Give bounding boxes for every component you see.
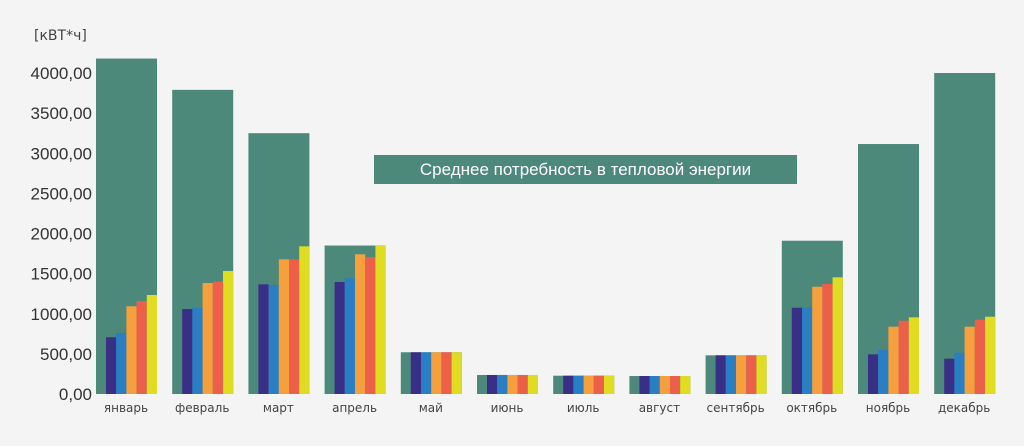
bar-series-4 bbox=[974, 319, 985, 394]
bar-series-3 bbox=[507, 374, 518, 394]
y-tick-label: 3500,00 bbox=[31, 104, 92, 123]
bar-series-4 bbox=[365, 257, 376, 394]
bar-series-4 bbox=[517, 374, 528, 394]
bar-series-3 bbox=[431, 352, 442, 394]
bar-series-1 bbox=[106, 337, 117, 394]
bar-series-1 bbox=[563, 375, 574, 394]
bar-series-2 bbox=[344, 278, 355, 394]
bar-series-5 bbox=[908, 317, 919, 394]
bar-series-3 bbox=[812, 286, 823, 394]
y-tick-label: 500,00 bbox=[40, 345, 92, 364]
chart-title: Среднее потребность в тепловой энергии bbox=[374, 155, 797, 184]
y-tick-label: 2500,00 bbox=[31, 184, 92, 203]
bar-series-2 bbox=[268, 285, 279, 394]
bar-series-5 bbox=[223, 270, 234, 394]
bar-series-1 bbox=[791, 307, 802, 394]
bar-series-2 bbox=[497, 374, 508, 394]
bar-series-1 bbox=[487, 374, 498, 394]
x-tick-label: сентябрь bbox=[707, 401, 765, 415]
bar-series-3 bbox=[355, 254, 366, 394]
bar-series-3 bbox=[736, 355, 747, 394]
y-tick-label: 1500,00 bbox=[31, 265, 92, 284]
x-tick-label: ноябрь bbox=[866, 401, 911, 415]
x-tick-label: февраль bbox=[175, 401, 229, 415]
bar-series-5 bbox=[985, 316, 996, 394]
bar-series-4 bbox=[593, 375, 604, 394]
bar-series-5 bbox=[146, 294, 157, 394]
bar-series-3 bbox=[278, 259, 289, 394]
bar-series-2 bbox=[649, 376, 660, 394]
bar-series-4 bbox=[289, 259, 300, 394]
bar-series-2 bbox=[573, 375, 584, 394]
y-tick-label: 4000,00 bbox=[31, 64, 92, 83]
bar-series-1 bbox=[715, 355, 726, 394]
bar-series-4 bbox=[670, 376, 681, 394]
bar-series-5 bbox=[451, 352, 462, 394]
bar-series-1 bbox=[868, 354, 879, 394]
x-tick-label: июль bbox=[567, 401, 600, 415]
x-tick-label: август bbox=[639, 401, 680, 415]
bar-series-4 bbox=[822, 283, 833, 394]
bar-series-2 bbox=[421, 352, 432, 394]
bar-series-5 bbox=[680, 376, 691, 394]
bar-series-4 bbox=[746, 355, 757, 394]
bar-series-5 bbox=[527, 374, 538, 394]
bar-series-2 bbox=[116, 333, 127, 394]
bar-series-5 bbox=[604, 375, 615, 394]
x-tick-label: январь bbox=[104, 401, 148, 415]
bar-series-4 bbox=[136, 300, 147, 394]
bar-series-3 bbox=[964, 326, 975, 394]
x-tick-label: июнь bbox=[491, 401, 524, 415]
bar-series-2 bbox=[192, 307, 203, 394]
x-tick-label: октябрь bbox=[786, 401, 837, 415]
y-tick-label: 2000,00 bbox=[31, 225, 92, 244]
x-tick-label: март bbox=[263, 401, 294, 415]
bar-series-2 bbox=[954, 352, 965, 394]
bar-series-1 bbox=[410, 352, 421, 394]
bar-series-2 bbox=[802, 307, 813, 394]
bar-series-5 bbox=[832, 277, 843, 394]
bar-series-2 bbox=[878, 349, 889, 394]
bar-series-2 bbox=[725, 355, 736, 394]
x-tick-label: декабрь bbox=[938, 401, 990, 415]
bar-series-5 bbox=[299, 246, 310, 394]
bar-series-3 bbox=[888, 326, 899, 394]
bar-series-1 bbox=[258, 284, 269, 394]
bar-series-1 bbox=[182, 309, 193, 394]
bar-series-3 bbox=[202, 283, 213, 394]
bar-series-5 bbox=[756, 355, 767, 394]
y-tick-label: 0,00 bbox=[59, 385, 92, 404]
bar-series-3 bbox=[583, 375, 594, 394]
bar-series-4 bbox=[441, 352, 452, 394]
y-tick-label: 1000,00 bbox=[31, 305, 92, 324]
y-tick-label: 3000,00 bbox=[31, 144, 92, 163]
bar-series-4 bbox=[898, 320, 909, 394]
bar-series-3 bbox=[659, 376, 670, 394]
bar-series-3 bbox=[126, 306, 137, 394]
x-tick-label: май bbox=[419, 401, 443, 415]
bar-series-1 bbox=[334, 281, 345, 394]
bar-series-1 bbox=[639, 376, 650, 394]
x-tick-label: апрель bbox=[332, 401, 377, 415]
bar-series-5 bbox=[375, 245, 386, 394]
bar-series-1 bbox=[944, 358, 955, 394]
y-axis-label: [кВТ*ч] bbox=[34, 28, 87, 44]
bar-series-4 bbox=[212, 281, 223, 394]
